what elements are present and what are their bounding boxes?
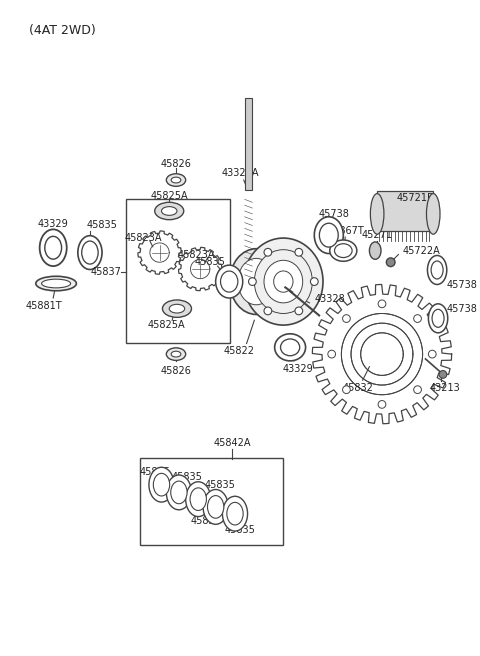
Text: 45721B: 45721B <box>397 194 435 203</box>
Ellipse shape <box>343 386 350 394</box>
Text: 45837: 45837 <box>91 267 122 277</box>
Ellipse shape <box>207 495 224 518</box>
Ellipse shape <box>220 271 238 292</box>
Text: 45842A: 45842A <box>213 438 251 448</box>
Ellipse shape <box>432 310 444 327</box>
Ellipse shape <box>370 242 381 259</box>
Text: 45826: 45826 <box>161 365 192 375</box>
Ellipse shape <box>186 482 211 516</box>
Ellipse shape <box>45 236 61 259</box>
Text: 45823A: 45823A <box>177 249 215 260</box>
Text: 45822: 45822 <box>223 346 254 356</box>
Text: 45738: 45738 <box>447 281 478 291</box>
Ellipse shape <box>343 315 350 322</box>
Text: 43327A: 43327A <box>221 169 259 178</box>
Ellipse shape <box>254 250 312 314</box>
Text: 45835: 45835 <box>191 516 221 526</box>
Ellipse shape <box>414 386 421 394</box>
Ellipse shape <box>169 304 185 313</box>
Text: 45835: 45835 <box>86 220 117 230</box>
Ellipse shape <box>311 277 318 285</box>
Text: 45271: 45271 <box>361 230 393 240</box>
Text: 45722A: 45722A <box>402 245 440 256</box>
Ellipse shape <box>371 194 384 234</box>
Text: 43329: 43329 <box>282 363 313 374</box>
Ellipse shape <box>378 300 386 308</box>
Ellipse shape <box>295 307 303 315</box>
Text: 45835: 45835 <box>205 480 236 489</box>
Ellipse shape <box>249 277 256 285</box>
Text: 45825A: 45825A <box>147 320 185 330</box>
Ellipse shape <box>274 271 293 292</box>
Text: 45825A: 45825A <box>150 190 188 201</box>
Ellipse shape <box>171 481 187 504</box>
Ellipse shape <box>427 255 447 285</box>
Text: 45835: 45835 <box>139 467 170 477</box>
Ellipse shape <box>275 334 306 361</box>
Text: 45835: 45835 <box>224 525 255 535</box>
Ellipse shape <box>431 261 443 279</box>
Ellipse shape <box>149 467 174 502</box>
Ellipse shape <box>167 348 186 360</box>
Bar <box>126 199 230 342</box>
Ellipse shape <box>439 371 447 379</box>
Ellipse shape <box>167 174 186 186</box>
Ellipse shape <box>190 488 206 510</box>
Text: 43329: 43329 <box>38 218 69 228</box>
Ellipse shape <box>295 249 303 256</box>
Ellipse shape <box>167 475 192 510</box>
Ellipse shape <box>264 307 272 315</box>
Bar <box>245 98 252 190</box>
Ellipse shape <box>161 207 177 215</box>
Ellipse shape <box>229 249 283 314</box>
Text: 45835: 45835 <box>171 472 202 482</box>
Ellipse shape <box>330 240 357 261</box>
Ellipse shape <box>314 216 343 253</box>
Ellipse shape <box>222 497 248 531</box>
Text: (4AT 2WD): (4AT 2WD) <box>29 24 96 37</box>
Bar <box>140 458 283 544</box>
Ellipse shape <box>36 276 76 291</box>
Ellipse shape <box>227 502 243 525</box>
Text: 45835: 45835 <box>194 257 225 267</box>
Ellipse shape <box>335 244 352 258</box>
Ellipse shape <box>78 236 102 270</box>
Text: 43328: 43328 <box>314 294 345 304</box>
Text: 45738: 45738 <box>318 209 349 219</box>
Ellipse shape <box>203 489 228 524</box>
Ellipse shape <box>42 279 71 288</box>
Ellipse shape <box>386 258 395 266</box>
Ellipse shape <box>429 350 436 358</box>
Ellipse shape <box>155 202 184 220</box>
Ellipse shape <box>264 249 272 256</box>
Text: 45867T: 45867T <box>328 226 365 236</box>
Ellipse shape <box>328 350 336 358</box>
Ellipse shape <box>171 177 181 183</box>
Ellipse shape <box>264 260 303 303</box>
Ellipse shape <box>216 265 243 298</box>
Text: 43213: 43213 <box>430 383 460 393</box>
Ellipse shape <box>429 304 448 333</box>
Bar <box>377 191 433 232</box>
Ellipse shape <box>171 351 181 357</box>
Ellipse shape <box>319 223 338 247</box>
Ellipse shape <box>426 194 440 234</box>
Ellipse shape <box>162 300 192 318</box>
Ellipse shape <box>153 474 169 496</box>
Ellipse shape <box>244 238 323 325</box>
Text: 45832: 45832 <box>342 383 373 393</box>
Ellipse shape <box>414 315 421 322</box>
Text: 45881T: 45881T <box>25 300 62 311</box>
Ellipse shape <box>82 241 98 264</box>
Text: 45823A: 45823A <box>124 233 162 243</box>
Ellipse shape <box>280 339 300 356</box>
Ellipse shape <box>378 401 386 408</box>
Text: 45738: 45738 <box>447 304 478 314</box>
Ellipse shape <box>238 258 275 305</box>
Text: 45826: 45826 <box>161 159 192 169</box>
Ellipse shape <box>40 230 67 266</box>
